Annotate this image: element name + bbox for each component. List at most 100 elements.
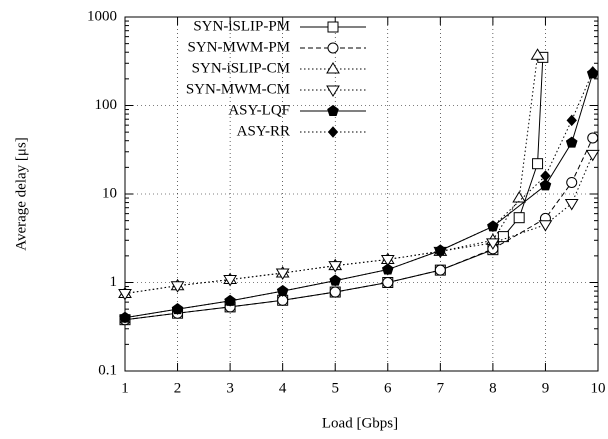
data-point	[566, 114, 577, 127]
data-point	[223, 275, 237, 287]
marker	[566, 176, 578, 188]
series-line	[124, 73, 594, 319]
data-point	[330, 274, 341, 287]
data-point	[224, 295, 236, 307]
y-axis-label: Average delay [μs]	[13, 137, 29, 251]
plot-frame	[124, 16, 599, 372]
data-point	[512, 191, 527, 203]
data-point	[530, 48, 545, 60]
data-point	[540, 170, 551, 182]
marker	[530, 48, 545, 60]
marker	[487, 220, 499, 233]
x-tick-label: 3	[226, 380, 234, 396]
data-point	[328, 261, 343, 273]
data-point	[277, 285, 288, 297]
data-point	[486, 238, 500, 250]
marker	[275, 268, 290, 280]
data-point	[329, 286, 341, 298]
x-tick-label: 8	[489, 380, 497, 396]
data-point	[382, 277, 394, 288]
marker	[434, 264, 446, 276]
data-point	[585, 149, 600, 162]
marker	[587, 66, 598, 78]
data-point	[539, 179, 552, 191]
legend-label: SYN-MWM-PM	[187, 39, 290, 55]
data-point	[382, 263, 393, 276]
y-tick-label: 1	[110, 274, 118, 290]
marker	[566, 114, 577, 127]
marker	[532, 158, 544, 170]
marker	[435, 244, 446, 257]
marker	[486, 238, 500, 250]
marker	[539, 179, 552, 191]
marker	[497, 231, 509, 243]
legend-label: SYN-iSLIP-PM	[193, 18, 290, 34]
data-point	[587, 66, 598, 78]
y-tick-label: 10	[102, 185, 117, 201]
marker	[512, 191, 527, 203]
marker	[172, 303, 183, 315]
data-point	[565, 136, 578, 148]
data-point	[538, 220, 553, 232]
marker	[564, 199, 579, 211]
marker	[382, 263, 393, 276]
legend-label: SYN-iSLIP-CM	[192, 60, 290, 76]
data-point	[435, 244, 446, 257]
x-tick-label: 5	[331, 380, 339, 396]
marker	[327, 42, 339, 54]
marker	[513, 212, 525, 224]
marker	[380, 254, 395, 267]
data-point	[564, 199, 579, 211]
marker	[223, 275, 237, 287]
marker	[224, 295, 236, 307]
marker	[327, 21, 339, 33]
data-point	[170, 281, 185, 293]
y-tick-label: 1000	[87, 8, 117, 24]
marker	[119, 311, 131, 324]
y-tick-label: 0.1	[98, 362, 117, 378]
marker	[326, 85, 340, 97]
marker	[118, 289, 132, 301]
marker	[277, 285, 288, 297]
y-tick-label: 100	[95, 97, 118, 113]
marker	[540, 170, 551, 182]
data-point	[513, 212, 525, 224]
data-point	[587, 132, 599, 144]
x-tick-label: 1	[121, 380, 129, 396]
marker	[170, 281, 185, 293]
data-point	[434, 264, 446, 276]
x-tick-label: 10	[591, 380, 606, 396]
data-point	[119, 311, 131, 324]
data-point	[497, 231, 509, 243]
marker	[565, 136, 578, 148]
marker	[585, 149, 600, 162]
data-point	[118, 289, 132, 301]
marker	[538, 220, 553, 232]
data-point	[172, 303, 183, 315]
x-tick-label: 2	[174, 380, 182, 396]
marker	[382, 277, 394, 288]
series-line	[124, 137, 594, 321]
series-line	[124, 55, 539, 295]
marker	[330, 274, 341, 287]
x-tick-label: 9	[542, 380, 550, 396]
data-point	[380, 254, 395, 267]
x-axis-label: Load [Gbps]	[322, 415, 398, 431]
marker	[327, 126, 339, 138]
data-point	[532, 158, 544, 170]
data-point	[487, 220, 499, 233]
series-line	[124, 71, 594, 319]
x-tick-label: 4	[279, 380, 287, 396]
x-tick-label: 6	[384, 380, 392, 396]
marker	[329, 286, 341, 298]
legend-label: ASY-RR	[237, 123, 290, 139]
legend-label: ASY-LQF	[228, 102, 290, 118]
x-tick-label: 7	[437, 380, 445, 396]
marker	[328, 261, 343, 273]
data-point	[275, 268, 290, 280]
marker	[327, 104, 339, 116]
marker	[587, 132, 599, 144]
data-point	[566, 176, 578, 188]
